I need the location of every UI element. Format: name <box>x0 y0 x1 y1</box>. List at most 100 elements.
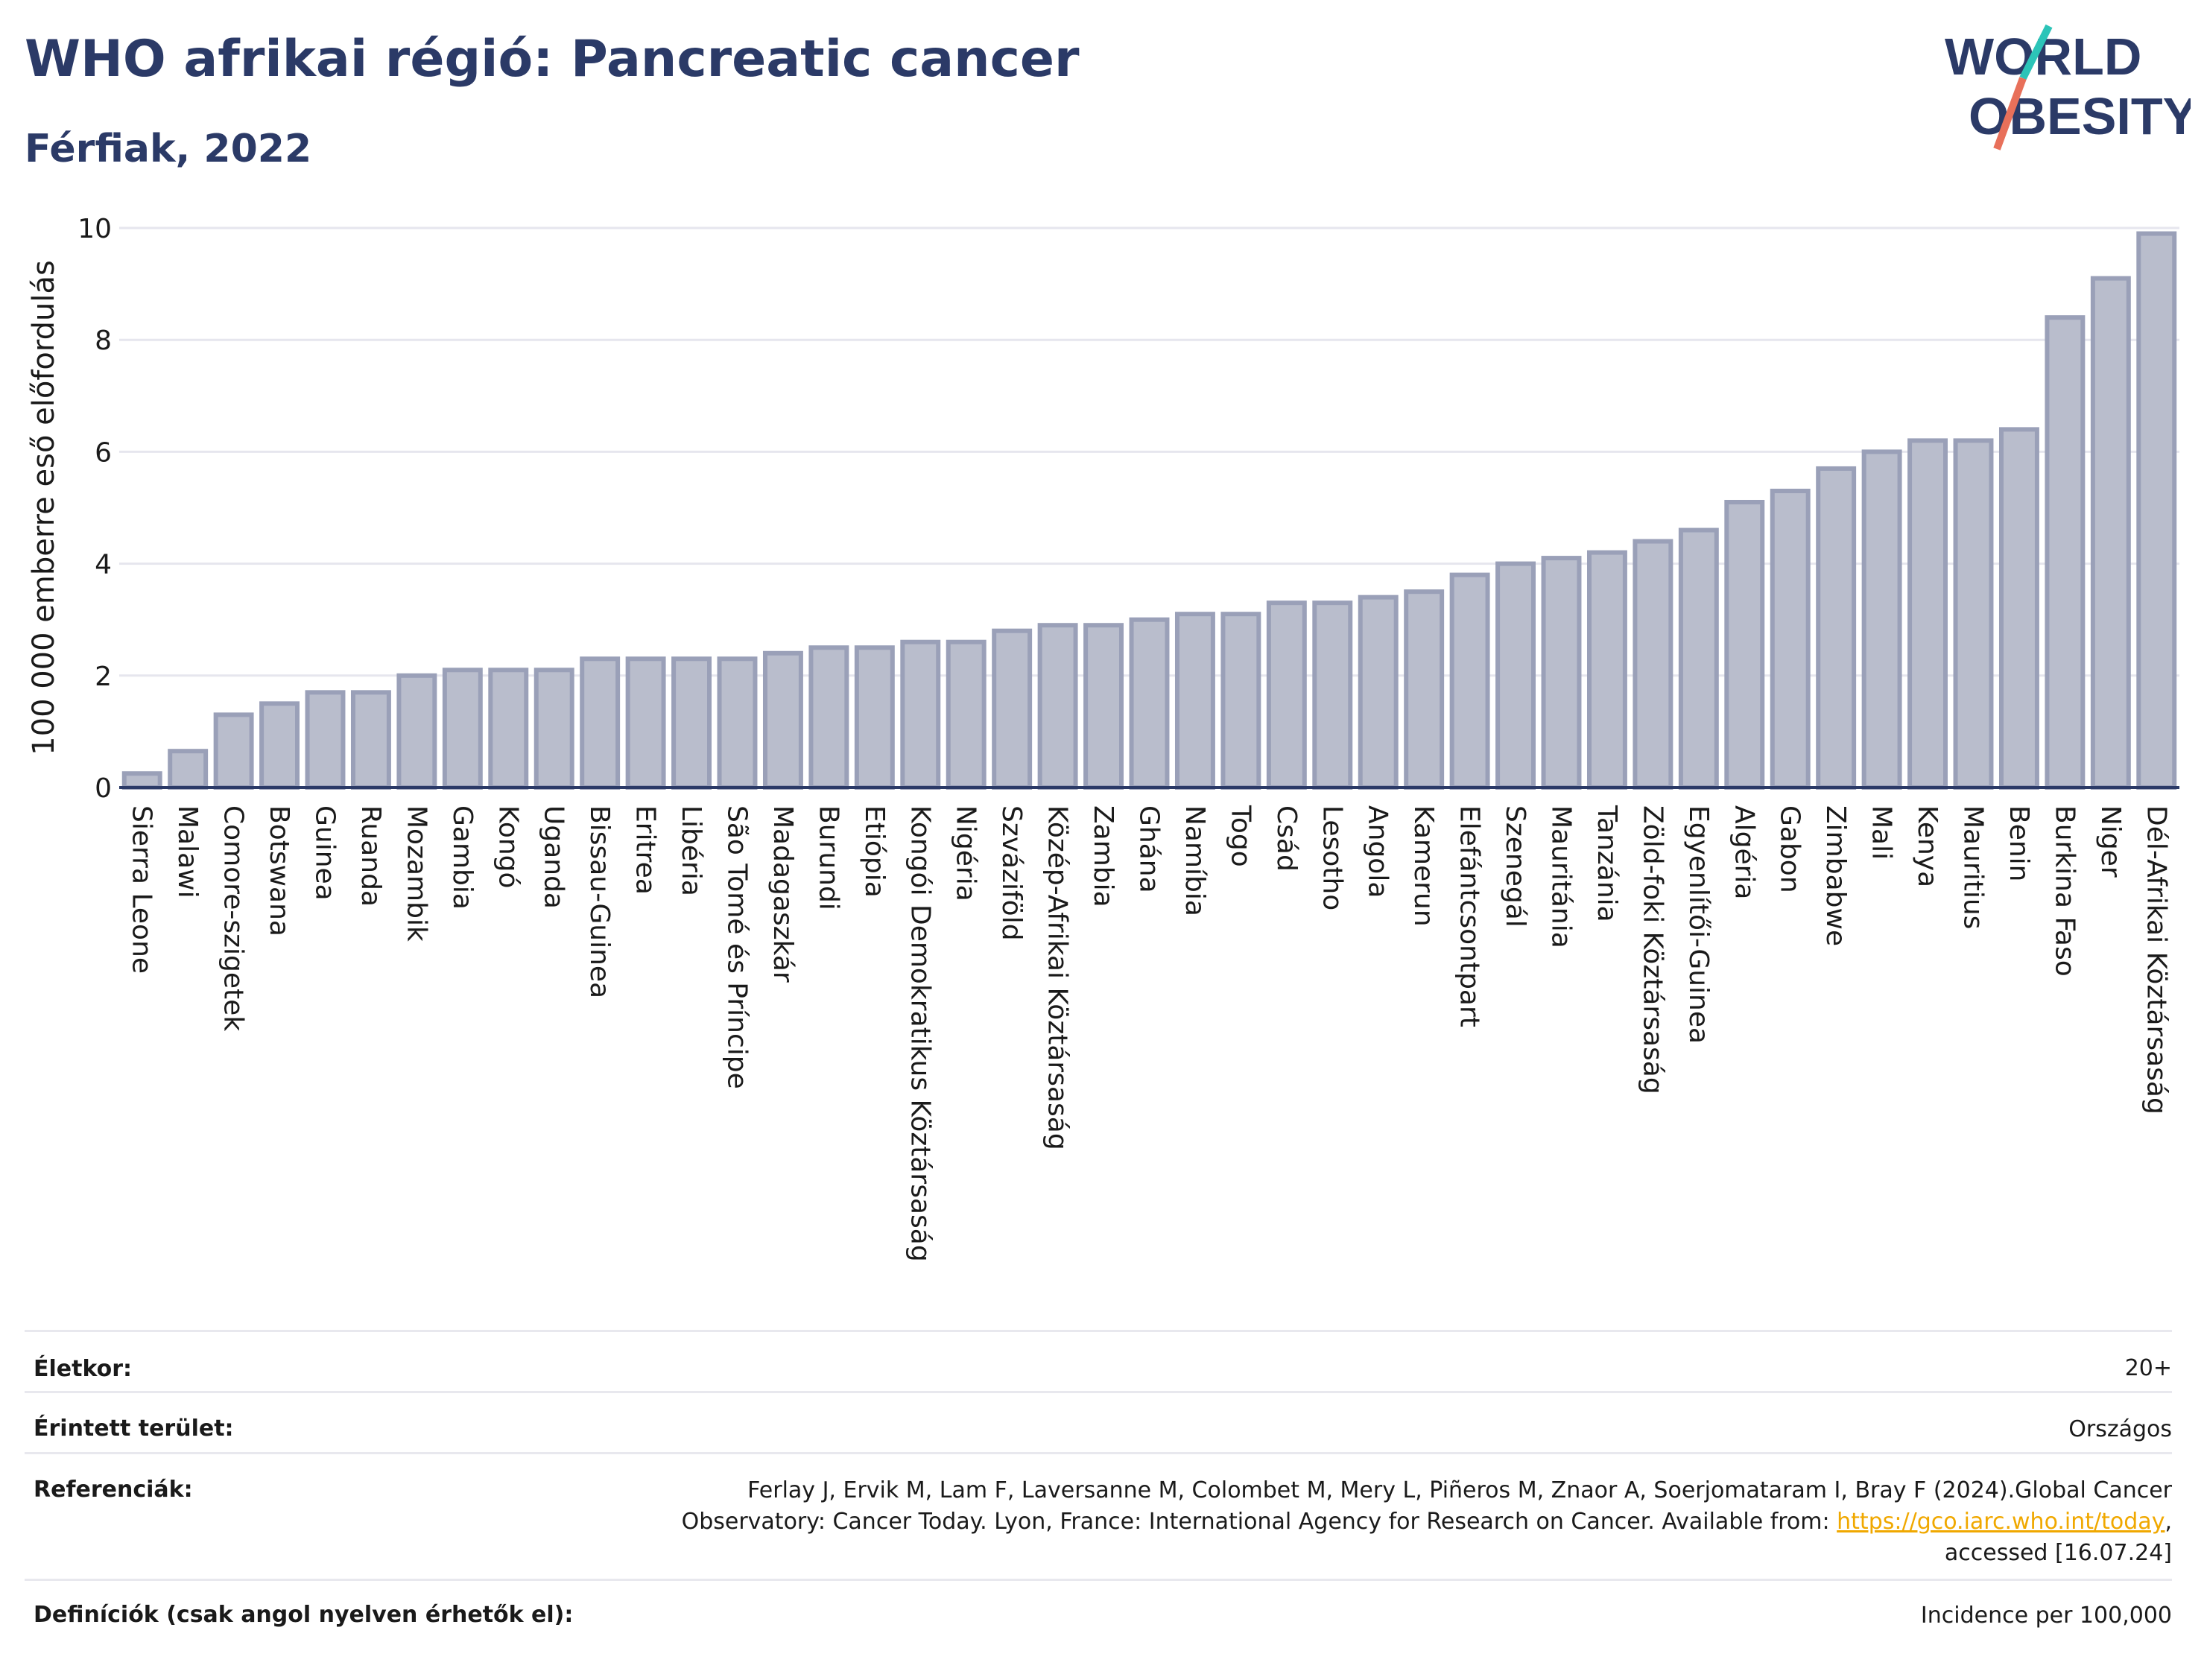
x-tick-label: Kenya <box>1912 805 1942 887</box>
y-tick-label: 2 <box>95 662 112 692</box>
world-obesity-logo: WORLD OBESITY <box>1945 22 2197 156</box>
reference-line-2-text: Observatory: Cancer Today. Lyon, France:… <box>681 1509 1837 1535</box>
page-subtitle: Férfiak, 2022 <box>25 127 312 171</box>
x-tick-label: São Tomé és Príncipe <box>722 805 753 1089</box>
bar <box>168 749 209 790</box>
x-tick-label: Szenegál <box>1500 805 1530 928</box>
bar <box>121 771 162 790</box>
bar <box>1404 589 1445 790</box>
x-tick-label: Burkina Faso <box>2049 805 2080 977</box>
bar <box>1586 550 1627 790</box>
x-tick-label: Elefántcsontpart <box>1454 805 1485 1027</box>
page-title: WHO afrikai régió: Pancreatic cancer <box>25 30 1080 89</box>
age-value: 20+ <box>2124 1355 2172 1381</box>
y-tick-label: 0 <box>95 773 112 804</box>
bar <box>442 668 483 790</box>
bar <box>2136 231 2177 790</box>
bar <box>259 701 300 790</box>
bar <box>992 628 1033 790</box>
x-tick-label: Angola <box>1363 805 1393 898</box>
y-axis-label: 100 000 emberre eső előfordulás <box>27 260 61 755</box>
x-tick-label: Benin <box>2004 805 2034 881</box>
bar-chart: 0 2 4 6 8 10 100 000 emberre eső előfordulás Si… <box>27 214 2179 1262</box>
x-tick-label: Közép-Afrikai Köztársaság <box>1042 805 1073 1150</box>
bar <box>1953 438 1994 790</box>
bar <box>2090 276 2131 790</box>
references-label: Referenciák: <box>34 1477 193 1503</box>
x-tick-label: Sierra Leone <box>127 805 157 974</box>
meta-row-definitions: Definíciók (csak angol nyelven érhetők e… <box>25 1579 2172 1642</box>
bar <box>1129 617 1170 790</box>
definitions-value: Incidence per 100,000 <box>1920 1603 2172 1629</box>
area-value: Országos <box>2068 1416 2172 1442</box>
x-tick-label: Uganda <box>539 805 569 909</box>
bar <box>671 656 712 790</box>
bar <box>900 639 941 790</box>
x-tick-label: Tanzánia <box>1592 805 1622 922</box>
bar <box>1907 438 1948 790</box>
x-tick-label: Mozambik <box>401 805 431 942</box>
x-tick-label: Egyenlítői-Guinea <box>1683 805 1714 1044</box>
definitions-label: Definíciók (csak angol nyelven érhetők e… <box>34 1602 574 1628</box>
bar <box>946 639 987 790</box>
x-tick-label: Gambia <box>447 805 478 910</box>
meta-row-age: Életkor: 20+ <box>25 1330 2172 1393</box>
x-tick-label: Burundi <box>813 805 843 910</box>
bar <box>396 673 437 790</box>
bar <box>213 712 254 790</box>
bar <box>350 690 391 790</box>
x-tick-label: Zimbabwe <box>1820 805 1851 946</box>
x-tick-label: Botswana <box>264 805 294 936</box>
x-tick-label: Algéria <box>1729 805 1759 900</box>
x-tick-label: Kamerun <box>1408 805 1439 927</box>
x-tick-label: Ghána <box>1134 805 1165 893</box>
reference-link[interactable]: https://gco.iarc.who.int/today <box>1837 1509 2165 1535</box>
bar <box>1220 612 1261 790</box>
bar <box>1724 499 1765 790</box>
bar <box>1449 572 1490 790</box>
bar <box>305 690 346 790</box>
x-tick-label: Libéria <box>676 805 706 896</box>
reference-line-2: Observatory: Cancer Today. Lyon, France:… <box>682 1506 2172 1538</box>
x-tick-label: Gabon <box>1775 805 1805 893</box>
age-label: Életkor: <box>34 1356 133 1382</box>
x-tick-label: Niger <box>2095 805 2126 878</box>
bar <box>1861 449 1902 790</box>
x-tick-label: Eritrea <box>630 805 661 895</box>
bar <box>580 656 621 790</box>
bar <box>488 668 529 790</box>
area-label: Érintett terület: <box>34 1416 234 1442</box>
bar <box>1541 556 1582 790</box>
bar <box>1770 488 1811 790</box>
meta-row-area: Érintett terület: Országos <box>25 1391 2172 1454</box>
bar <box>854 645 895 790</box>
x-tick-label: Etiópia <box>859 805 890 898</box>
bar <box>1083 623 1124 790</box>
reference-line-1: Ferlay J, Ervik M, Lam F, Laversanne M, … <box>747 1477 2172 1503</box>
x-tick-label: Nigéria <box>951 805 981 901</box>
bar <box>1998 427 2039 790</box>
bar <box>2045 315 2086 790</box>
x-tick-label: Togo <box>1225 805 1255 867</box>
x-tick-label: Kongó <box>493 805 523 889</box>
bar <box>1358 595 1399 790</box>
bar <box>1174 612 1215 790</box>
bar <box>808 645 849 790</box>
x-tick-label: Csád <box>1271 805 1302 872</box>
meta-row-references: Referenciák: Ferlay J, Ervik M, Lam F, L… <box>25 1452 2172 1581</box>
logo-slash-teal <box>2019 24 2053 80</box>
x-tick-label: Guinea <box>310 805 341 901</box>
reference-line-2-end: , <box>2165 1509 2172 1535</box>
bar <box>533 668 574 790</box>
bar <box>762 650 803 790</box>
x-tick-label: Malawi <box>172 805 203 898</box>
x-tick-label: Szváziföld <box>996 805 1027 941</box>
bar <box>1678 527 1719 790</box>
x-tick-label: Kongói Demokratikus Köztársaság <box>905 805 935 1262</box>
x-tick-label: Dél-Afrikai Köztársaság <box>2141 805 2171 1115</box>
logo-slash-coral <box>1993 77 2027 150</box>
bar <box>1037 623 1078 790</box>
x-tick-label: Namíbia <box>1179 805 1210 916</box>
bar <box>1495 561 1536 790</box>
x-tick-label: Mauritánia <box>1546 805 1577 948</box>
